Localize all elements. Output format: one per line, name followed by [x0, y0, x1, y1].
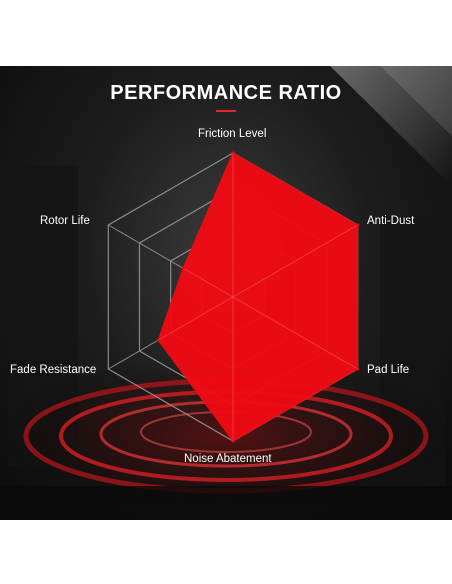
- axis-label-friction-level: Friction Level: [198, 128, 267, 140]
- radar-point-fade-resistance: [156, 338, 160, 342]
- axis-label-pad-life: Pad Life: [367, 364, 410, 376]
- radar-data-area: [157, 152, 359, 442]
- light-beam: [330, 66, 452, 186]
- light-beam-2: [380, 66, 452, 136]
- data-spoke-fade-resistance: [157, 296, 234, 341]
- axis-label-rotor-life: Rotor Life: [40, 215, 90, 227]
- radar-point-friction-level: [231, 151, 235, 155]
- radar-point-anti-dust: [356, 223, 360, 227]
- radar-chart: [107, 151, 360, 443]
- axis-label-anti-dust: Anti-Dust: [367, 215, 415, 227]
- floor-glow: [0, 356, 452, 516]
- data-spoke-pad-life: [232, 296, 358, 370]
- axis-label-noise-abatement: Noise Abatement: [184, 453, 272, 465]
- data-spoke-anti-dust: [232, 224, 358, 298]
- data-spoke-rotor-life: [182, 267, 234, 298]
- radar-point-noise-abatement: [231, 439, 235, 443]
- radar-point-rotor-life: [181, 266, 185, 270]
- title-underline: [216, 110, 236, 112]
- chart-title: PERFORMANCE RATIO: [110, 82, 342, 104]
- performance-radar-poster: PERFORMANCE RATIO Friction Level Anti-Du…: [0, 66, 452, 520]
- floor-plate: [0, 486, 452, 520]
- axis-label-fade-resistance: Fade Resistance: [10, 364, 97, 376]
- radar-point-pad-life: [356, 367, 360, 371]
